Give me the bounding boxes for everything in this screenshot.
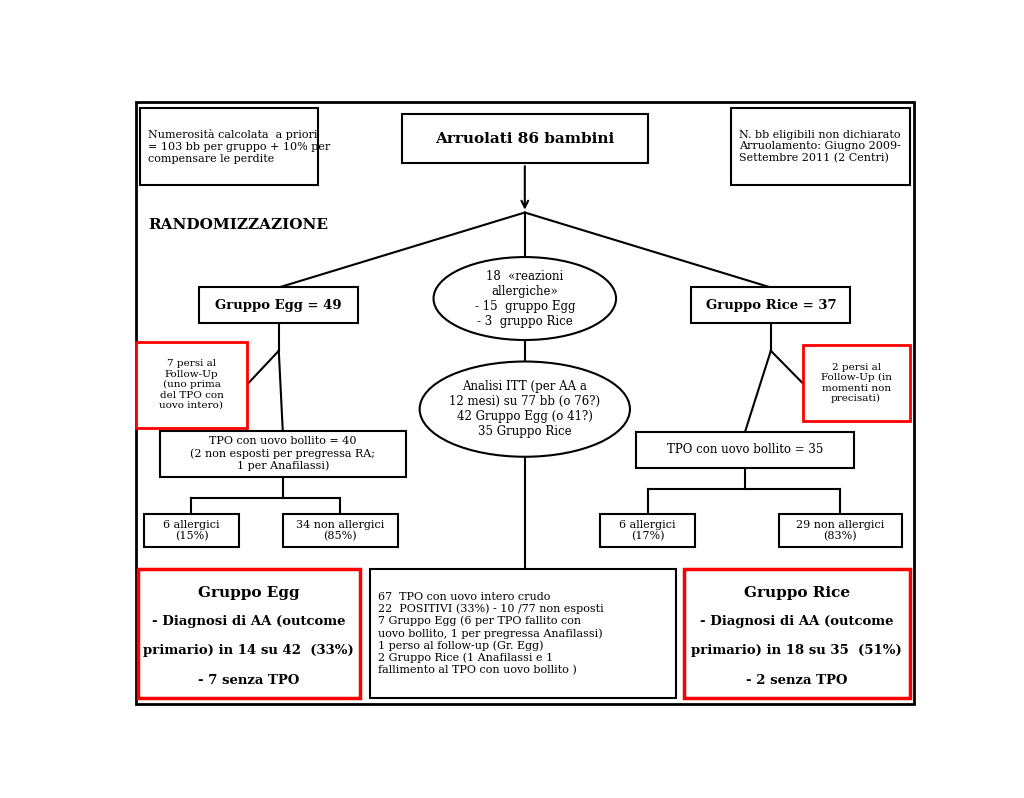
- Text: Gruppo Egg = 49: Gruppo Egg = 49: [215, 298, 342, 312]
- Text: - 7 senza TPO: - 7 senza TPO: [198, 674, 299, 686]
- FancyBboxPatch shape: [137, 569, 359, 698]
- Text: primario) in 14 su 42  (33%): primario) in 14 su 42 (33%): [143, 645, 354, 658]
- FancyBboxPatch shape: [636, 432, 854, 468]
- FancyBboxPatch shape: [684, 569, 909, 698]
- FancyBboxPatch shape: [803, 345, 909, 421]
- Ellipse shape: [433, 257, 616, 340]
- Text: primario) in 18 su 35  (51%): primario) in 18 su 35 (51%): [691, 645, 902, 658]
- Text: 6 allergici
(17%): 6 allergici (17%): [620, 519, 676, 542]
- FancyBboxPatch shape: [283, 514, 397, 547]
- Text: 29 non allergici
(83%): 29 non allergici (83%): [796, 519, 885, 542]
- Text: 18  «reazioni
allergiche»
- 15  gruppo Egg
- 3  gruppo Rice: 18 «reazioni allergiche» - 15 gruppo Egg…: [474, 270, 575, 327]
- Text: N. bb eligibili non dichiarato
Arruolamento: Giugno 2009-
Settembre 2011 (2 Cent: N. bb eligibili non dichiarato Arruolame…: [739, 129, 901, 164]
- FancyBboxPatch shape: [778, 514, 902, 547]
- Text: - Diagnosi di AA (outcome: - Diagnosi di AA (outcome: [699, 615, 893, 628]
- FancyBboxPatch shape: [401, 114, 648, 164]
- FancyBboxPatch shape: [731, 108, 909, 185]
- Text: - Diagnosi di AA (outcome: - Diagnosi di AA (outcome: [152, 615, 345, 628]
- Ellipse shape: [420, 361, 630, 456]
- Text: 34 non allergici
(85%): 34 non allergici (85%): [296, 519, 384, 542]
- Text: Analisi ITT (per AA a
12 mesi) su 77 bb (o 76?)
42 Gruppo Egg (o 41?)
35 Gruppo : Analisi ITT (per AA a 12 mesi) su 77 bb …: [450, 380, 600, 438]
- FancyBboxPatch shape: [600, 514, 695, 547]
- FancyBboxPatch shape: [136, 102, 913, 704]
- Text: Numerosità calcolata  a priori
= 103 bb per gruppo + 10% per
compensare le perdi: Numerosità calcolata a priori = 103 bb p…: [147, 129, 330, 164]
- FancyBboxPatch shape: [691, 287, 850, 323]
- Text: Arruolati 86 bambini: Arruolati 86 bambini: [435, 132, 614, 146]
- FancyBboxPatch shape: [200, 287, 358, 323]
- Text: 2 persi al
Follow-Up (in
momenti non
precisati): 2 persi al Follow-Up (in momenti non pre…: [820, 363, 892, 403]
- FancyBboxPatch shape: [370, 569, 676, 698]
- FancyBboxPatch shape: [160, 431, 406, 476]
- FancyBboxPatch shape: [136, 342, 247, 428]
- Text: Gruppo Rice = 37: Gruppo Rice = 37: [706, 298, 837, 312]
- Text: TPO con uovo bollito = 40
(2 non esposti per pregressa RA;
1 per Anafilassi): TPO con uovo bollito = 40 (2 non esposti…: [190, 437, 375, 471]
- FancyBboxPatch shape: [143, 514, 239, 547]
- Text: 6 allergici
(15%): 6 allergici (15%): [163, 519, 220, 542]
- Text: TPO con uovo bollito = 35: TPO con uovo bollito = 35: [667, 443, 823, 456]
- FancyBboxPatch shape: [140, 108, 318, 185]
- Text: 7 persi al
Follow-Up
(uno prima
del TPO con
uovo intero): 7 persi al Follow-Up (uno prima del TPO …: [160, 359, 223, 410]
- Text: RANDOMIZZAZIONE: RANDOMIZZAZIONE: [147, 218, 328, 231]
- Text: 67  TPO con uovo intero crudo
22  POSITIVI (33%) - 10 /77 non esposti
7 Gruppo E: 67 TPO con uovo intero crudo 22 POSITIVI…: [378, 592, 604, 675]
- Text: - 2 senza TPO: - 2 senza TPO: [745, 674, 847, 686]
- Text: Gruppo Rice: Gruppo Rice: [743, 586, 850, 599]
- Text: Gruppo Egg: Gruppo Egg: [198, 586, 299, 599]
